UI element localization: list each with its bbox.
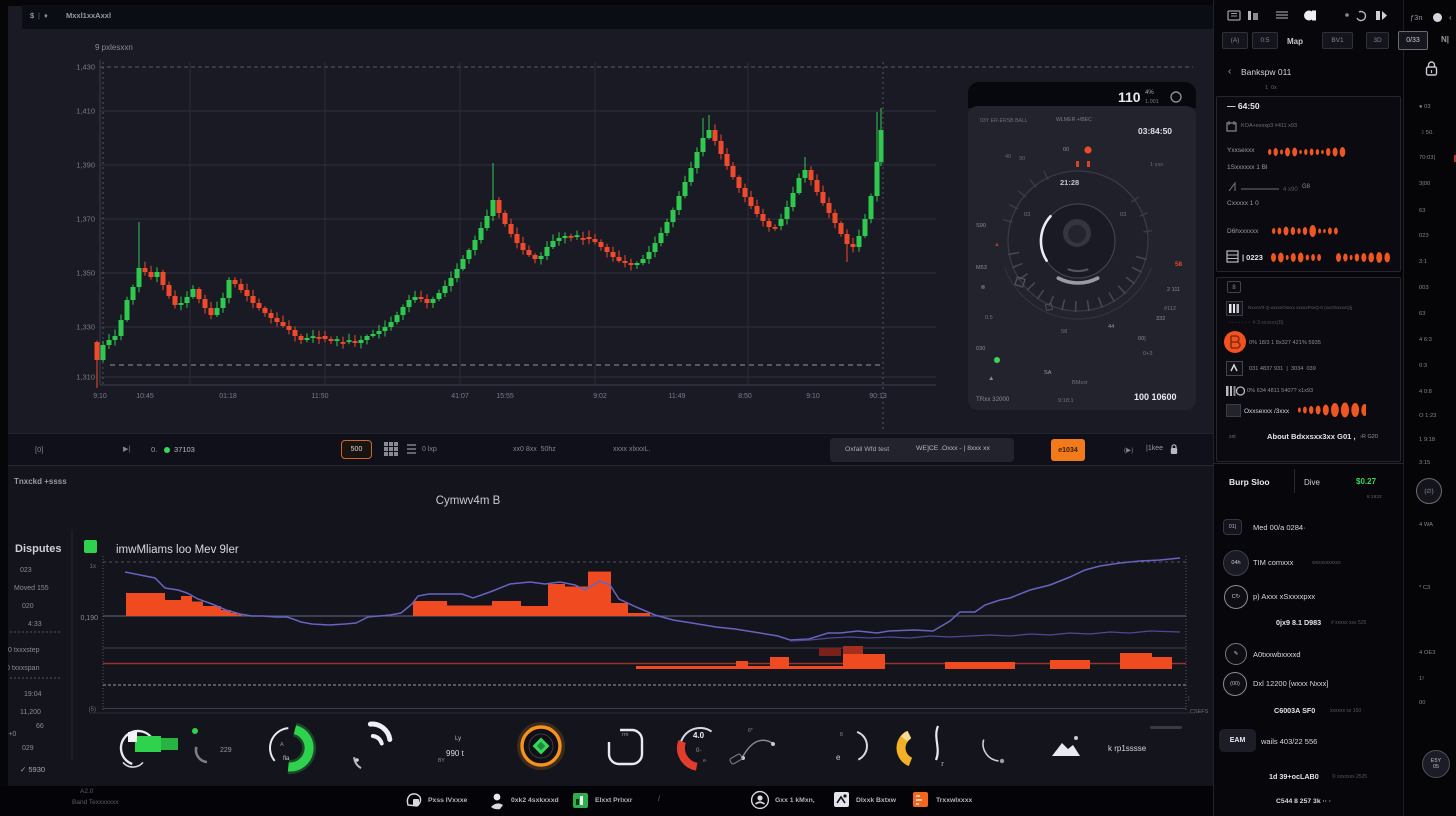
svg-text:03:84:50: 03:84:50 [1138,126,1172,136]
svg-text:fla: fla [283,756,290,762]
svg-text:1,350: 1,350 [76,269,95,278]
svg-text:Disputes: Disputes [15,543,61,555]
svg-text:9:02: 9:02 [593,393,607,400]
svg-text:100 10600: 100 10600 [1134,392,1177,402]
svg-text:k rp1sssse: k rp1sssse [1108,744,1147,753]
svg-text:9 pxlesxxn: 9 pxlesxxn [95,43,133,52]
svg-text:4:33: 4:33 [28,621,42,628]
svg-text:1,370: 1,370 [76,215,95,224]
svg-text:9:10: 9:10 [93,393,107,400]
svg-text:58: 58 [1061,329,1067,335]
svg-text:TRxx 32000: TRxx 32000 [976,396,1010,403]
svg-text:41:07: 41:07 [451,393,469,400]
svg-text:1x: 1x [90,564,96,570]
svg-text:44: 44 [1108,324,1114,330]
svg-text:1 xxx: 1 xxx [1150,162,1163,168]
svg-text:990 t: 990 t [446,749,465,758]
svg-text:4.0: 4.0 [693,731,705,740]
svg-text:( +0: ( +0 [8,731,16,738]
svg-text:020: 020 [22,603,34,610]
svg-text:0+3: 0+3 [1143,351,1153,357]
svg-text:1.001: 1.001 [1145,99,1159,105]
svg-text:1,330: 1,330 [76,323,95,332]
svg-text:229: 229 [220,747,232,754]
svg-text:6*: 6* [748,728,753,734]
svg-text:9:18:1: 9:18:1 [1058,398,1074,404]
svg-text:90: 90 [1019,156,1025,162]
svg-text:00: 00 [1063,147,1069,153]
svg-text:Cymwv4m B: Cymwv4m B [436,495,501,507]
svg-text:▲: ▲ [994,242,1000,248]
svg-text:4 x90: 4 x90 [1283,187,1298,193]
svg-text:01:18: 01:18 [219,393,237,400]
svg-text:WLMER +/BEC: WLMER +/BEC [1056,117,1092,123]
svg-text:1,390: 1,390 [76,161,95,170]
svg-text:9:10: 9:10 [806,393,820,400]
svg-text:0 txxxspan: 0 txxxspan [8,665,40,672]
svg-text:Ly: Ly [455,736,461,742]
svg-text:66: 66 [36,723,44,730]
svg-text:0 txxxstep: 0 txxxstep [8,647,40,654]
svg-text:]: ] [1188,696,1190,702]
svg-text:rm: rm [622,732,629,738]
svg-text:2 111: 2 111 [1167,287,1180,293]
svg-text:𝜏: 𝜏 [941,762,944,768]
svg-text:imwMliams loo Mev 9ler: imwMliams loo Mev 9ler [116,544,239,556]
svg-text:110: 110 [1118,89,1141,105]
svg-text:Tnxckd +ssss: Tnxckd +ssss [14,477,67,486]
svg-text:21:28: 21:28 [1060,178,1079,187]
svg-text:00|: 00| [1138,336,1146,342]
svg-text:11:50: 11:50 [312,393,329,400]
svg-text:0,190: 0,190 [80,615,98,622]
svg-text:S90: S90 [976,223,986,229]
svg-text:8: 8 [840,732,843,738]
svg-text:✓ 5930: ✓ 5930 [20,765,45,774]
svg-text:#112: #112 [1164,306,1176,312]
svg-text:10:45: 10:45 [136,393,154,400]
svg-text:90:13: 90:13 [869,393,887,400]
svg-text:M53: M53 [976,265,987,271]
svg-text:40: 40 [1005,154,1011,160]
svg-text:11:49: 11:49 [669,393,686,400]
svg-text:A: A [280,742,284,748]
svg-text:332: 332 [1156,316,1165,322]
svg-text:1,430: 1,430 [76,63,95,72]
svg-text:8:50: 8:50 [738,393,752,400]
svg-text:023: 023 [20,567,32,574]
svg-text:(5): (5) [89,707,96,713]
svg-text:1,310: 1,310 [76,373,95,382]
svg-text:19:04: 19:04 [24,691,42,698]
svg-text:03Y ER-ERSB BALL: 03Y ER-ERSB BALL [980,118,1028,124]
svg-text:15:55: 15:55 [496,393,514,400]
svg-text:4%: 4% [1145,90,1154,96]
svg-text:▲: ▲ [988,375,994,382]
svg-text:0-: 0- [696,748,701,754]
svg-text:029: 029 [22,745,34,752]
svg-text:1,410: 1,410 [76,107,95,116]
svg-text:03: 03 [1120,212,1126,218]
svg-text:BY: BY [438,758,445,764]
svg-text:BMxxr: BMxxr [1072,380,1088,386]
svg-text:CSEFS: CSEFS [1190,709,1209,715]
svg-text:e·: e· [703,758,708,764]
svg-text:03: 03 [1024,212,1030,218]
svg-text:Moved 155: Moved 155 [14,585,49,592]
svg-text:11,200: 11,200 [20,709,41,716]
svg-text:SA: SA [1044,370,1052,376]
svg-text:58: 58 [1175,261,1183,268]
svg-text:e: e [836,753,841,762]
svg-text:0.5: 0.5 [985,315,993,321]
svg-text:030: 030 [976,346,985,352]
